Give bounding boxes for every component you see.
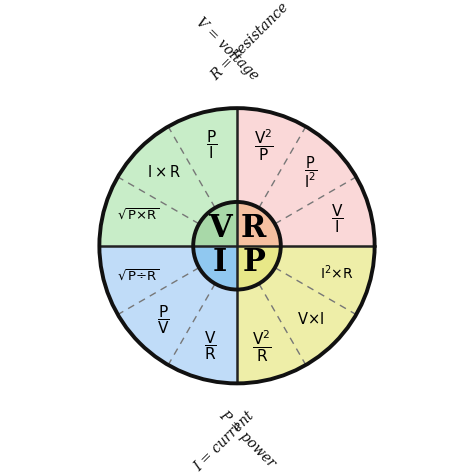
Text: $\dfrac{\mathrm{P}}{\mathrm{V}}$: $\dfrac{\mathrm{P}}{\mathrm{V}}$ bbox=[157, 303, 170, 336]
Text: V: V bbox=[208, 213, 232, 245]
Text: V = voltage: V = voltage bbox=[193, 15, 261, 83]
Text: $\dfrac{\mathrm{V^2}}{\mathrm{R}}$: $\dfrac{\mathrm{V^2}}{\mathrm{R}}$ bbox=[252, 329, 272, 364]
Text: $\mathrm{I \times R}$: $\mathrm{I \times R}$ bbox=[146, 164, 181, 180]
Text: I: I bbox=[213, 247, 228, 278]
Wedge shape bbox=[237, 246, 281, 290]
Text: $\sqrt{\mathrm{P{\div}R}}$: $\sqrt{\mathrm{P{\div}R}}$ bbox=[117, 268, 159, 284]
Text: $\mathrm{I^2{\times}R}$: $\mathrm{I^2{\times}R}$ bbox=[320, 264, 354, 282]
Text: R: R bbox=[241, 213, 266, 245]
Wedge shape bbox=[237, 108, 374, 246]
Text: $\dfrac{\mathrm{V}}{\mathrm{R}}$: $\dfrac{\mathrm{V}}{\mathrm{R}}$ bbox=[204, 330, 217, 363]
Text: R = resistance: R = resistance bbox=[208, 0, 291, 83]
Wedge shape bbox=[100, 108, 237, 246]
Wedge shape bbox=[193, 202, 237, 246]
Text: I = current: I = current bbox=[192, 409, 257, 474]
Text: $\mathrm{V{\times}I}$: $\mathrm{V{\times}I}$ bbox=[297, 311, 324, 327]
Wedge shape bbox=[193, 246, 237, 290]
Text: P: P bbox=[242, 247, 265, 278]
Text: P = power: P = power bbox=[216, 409, 278, 471]
Text: $\dfrac{\mathrm{V}}{\mathrm{I}}$: $\dfrac{\mathrm{V}}{\mathrm{I}}$ bbox=[331, 202, 344, 235]
Text: $\dfrac{\mathrm{P}}{\mathrm{I}}$: $\dfrac{\mathrm{P}}{\mathrm{I}}$ bbox=[206, 128, 218, 161]
Wedge shape bbox=[100, 246, 237, 383]
Wedge shape bbox=[237, 202, 281, 246]
Text: $\sqrt{\mathrm{P{\times}R}}$: $\sqrt{\mathrm{P{\times}R}}$ bbox=[117, 208, 159, 223]
Text: $\dfrac{\mathrm{V^2}}{\mathrm{P}}$: $\dfrac{\mathrm{V^2}}{\mathrm{P}}$ bbox=[254, 128, 274, 163]
Wedge shape bbox=[237, 246, 374, 383]
Text: $\dfrac{\mathrm{P}}{\mathrm{I^2}}$: $\dfrac{\mathrm{P}}{\mathrm{I^2}}$ bbox=[304, 155, 317, 190]
